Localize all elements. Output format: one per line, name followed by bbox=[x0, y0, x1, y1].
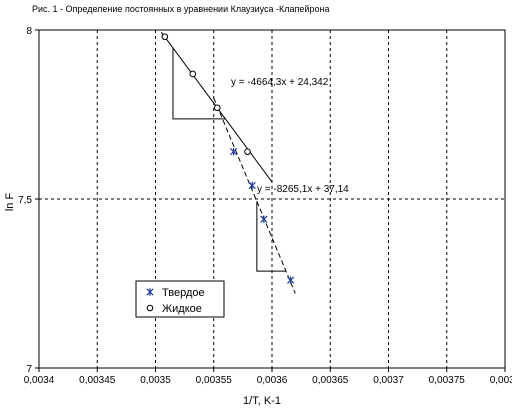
x-tick-label-7: 0,00375 bbox=[429, 375, 466, 386]
legend-symbol-liquid bbox=[146, 304, 154, 312]
x-tick-label-8: 0,0038 bbox=[490, 375, 512, 386]
x-tick-label-3: 0,00355 bbox=[196, 375, 233, 386]
point-s1-2 bbox=[213, 104, 221, 112]
x-tick-label-4: 0,0036 bbox=[257, 375, 288, 386]
y-tick-label-1: 7,5 bbox=[18, 195, 32, 206]
x-tick-label-0: 0,0034 bbox=[24, 375, 55, 386]
chart-title: Рис. 1 - Определение постоянных в уравне… bbox=[32, 4, 330, 14]
grid-layer bbox=[39, 30, 505, 368]
legend-symbol-solid bbox=[146, 288, 154, 296]
axes-layer: 0,0034 0,00345 0,0035 0,00355 0,0036 0,00365 0… bbox=[18, 26, 512, 386]
y-tick-label-2: 8 bbox=[26, 26, 32, 37]
points-layer bbox=[161, 33, 295, 284]
point-s1-3 bbox=[244, 148, 251, 155]
legend-label-solid: Твердое bbox=[162, 287, 205, 299]
point-s1-1 bbox=[189, 70, 197, 78]
x-tick-label-1: 0,00345 bbox=[79, 375, 116, 386]
y-tick-label-0: 7 bbox=[26, 364, 32, 375]
point-s0-0 bbox=[229, 147, 238, 156]
legend-marker-liquid bbox=[146, 304, 154, 312]
slope-triangle-1 bbox=[256, 201, 286, 272]
slope-triangle-layer bbox=[172, 47, 286, 272]
point-s0-2 bbox=[260, 215, 268, 224]
y-axis-label: ln F bbox=[4, 193, 16, 212]
slope-triangle-0 bbox=[172, 47, 226, 120]
equation-solid: y = -8265,1x + 37,14 bbox=[257, 184, 349, 195]
legend: Твердое Жидкое bbox=[135, 280, 225, 318]
x-tick-label-5: 0,00365 bbox=[312, 375, 349, 386]
trendline-0 bbox=[213, 97, 296, 294]
x-axis-label: 1/T, K-1 bbox=[243, 395, 281, 407]
legend-marker-solid bbox=[146, 288, 154, 296]
equation-liquid: y = -4664,3x + 24,342 bbox=[231, 77, 329, 88]
point-s0-3 bbox=[287, 276, 295, 284]
point-s1-0 bbox=[161, 33, 169, 41]
legend-label-liquid: Жидкое bbox=[162, 303, 202, 315]
x-tick-label-6: 0,0037 bbox=[373, 375, 404, 386]
point-s0-1 bbox=[248, 181, 256, 190]
trendline-layer bbox=[160, 31, 296, 294]
x-tick-label-2: 0,0035 bbox=[140, 375, 171, 386]
